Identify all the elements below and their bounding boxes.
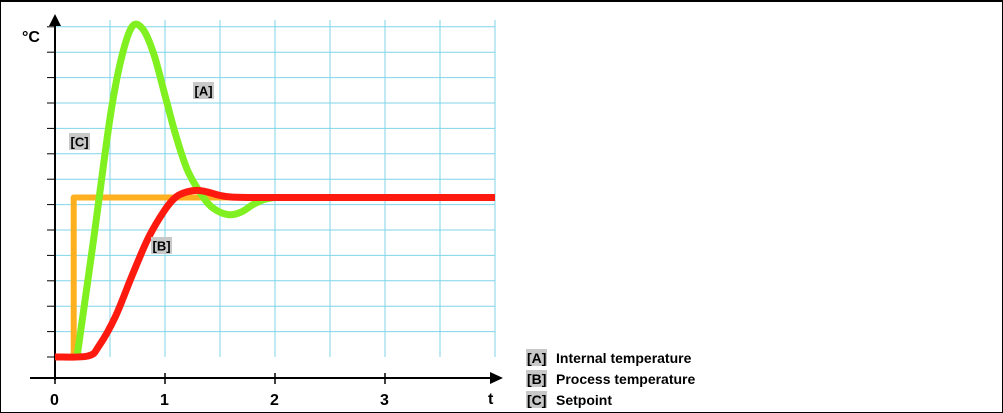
curve-tag-a: [A] <box>195 84 213 99</box>
legend-tag-a: [A] <box>527 350 546 366</box>
series-group <box>54 20 495 361</box>
curve-tag-bg-a <box>193 82 214 99</box>
x-tick-label-1: 1 <box>160 392 169 409</box>
legend-label-a: Internal temperature <box>556 350 692 366</box>
legend-tag-bg-c <box>526 391 547 408</box>
curve-tag-bg-b <box>151 237 172 254</box>
x-axis-label: t <box>488 391 494 408</box>
legend: [A] Internal temperature [B] Process tem… <box>526 349 696 408</box>
x-axis-arrow <box>490 372 503 384</box>
legend-tag-c: [C] <box>527 392 546 408</box>
grid <box>55 20 496 357</box>
series-line-a <box>73 20 276 358</box>
legend-label-c: Setpoint <box>556 392 612 408</box>
legend-item-c: [C] Setpoint <box>526 391 612 408</box>
curve-tag-c: [C] <box>71 135 89 150</box>
legend-tag-b: [B] <box>527 371 546 387</box>
series-line-b <box>54 186 495 361</box>
x-tick-label-2: 2 <box>270 392 279 409</box>
curve-tag-b: [B] <box>153 239 171 254</box>
labels-group: [A] [B] [C] <box>69 82 214 254</box>
x-tick-label-0: 0 <box>50 392 59 409</box>
x-tick-label-3: 3 <box>380 392 389 409</box>
legend-tag-bg-a <box>526 349 547 366</box>
legend-tag-bg-b <box>526 370 547 387</box>
y-axis-label: °C <box>22 29 40 46</box>
curve-tag-bg-c <box>69 133 90 150</box>
y-axis-arrow <box>49 14 61 26</box>
legend-label-b: Process temperature <box>556 371 696 387</box>
legend-item-b: [B] Process temperature <box>526 370 696 387</box>
legend-item-a: [A] Internal temperature <box>526 349 692 366</box>
axes: 0 1 2 3 <box>30 14 503 409</box>
